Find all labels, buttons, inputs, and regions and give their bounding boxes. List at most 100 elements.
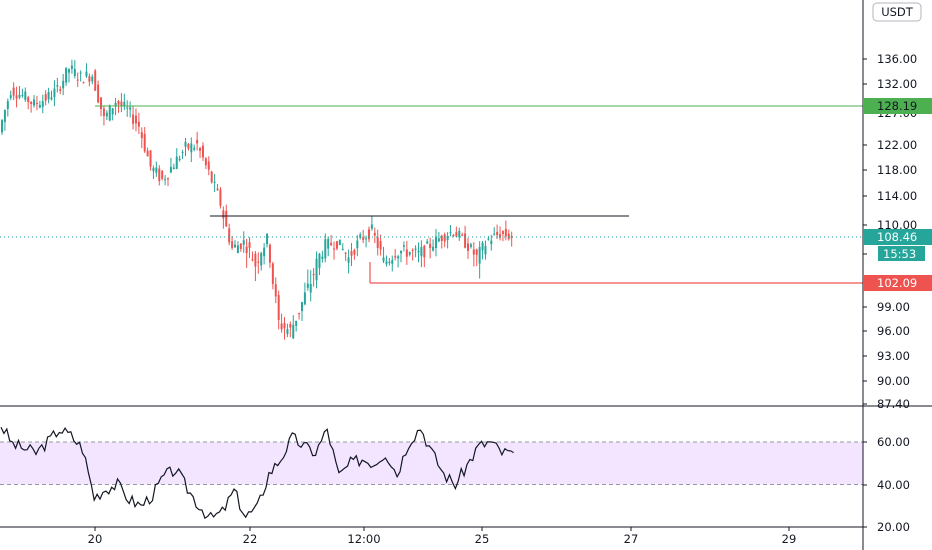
level-labels: 128.19 102.09 108.46 15:53: [863, 98, 932, 291]
candle-down: [199, 148, 202, 151]
candle-up: [105, 112, 108, 117]
candle-down: [283, 322, 286, 329]
time-tick-label: 25: [475, 532, 490, 546]
candle-down: [132, 114, 135, 124]
candle-up: [213, 181, 216, 183]
candle-up: [91, 76, 94, 82]
candle-up: [469, 244, 472, 247]
candle-down: [464, 233, 467, 248]
candle-up: [493, 233, 496, 235]
candle-down: [251, 259, 254, 261]
candle-up: [164, 179, 167, 181]
candle-down: [245, 246, 248, 254]
candle-up: [481, 242, 484, 251]
time-tick-label: 12:00: [347, 532, 380, 546]
price-tick-label: 114.00: [877, 189, 917, 203]
candle-down: [161, 170, 164, 179]
candle-down: [362, 237, 365, 240]
candle-down: [472, 249, 475, 255]
candle-up: [359, 234, 362, 238]
candle-up: [266, 233, 269, 245]
candle-down: [499, 234, 502, 238]
candle-down: [88, 76, 91, 82]
last-price-label: 108.46: [877, 230, 917, 244]
candle-down: [350, 251, 353, 256]
candle-up: [484, 245, 487, 255]
candle-up: [321, 256, 324, 259]
candle-up: [402, 245, 405, 247]
price-tick-label: 136.00: [877, 52, 917, 66]
candle-up: [487, 238, 490, 240]
candle-down: [187, 143, 190, 149]
candle-down: [254, 253, 257, 267]
candle-up: [152, 167, 155, 172]
candle-down: [225, 210, 228, 227]
candle-down: [210, 171, 213, 183]
candle-up: [385, 261, 388, 265]
candle-down: [117, 101, 120, 105]
candle-down: [216, 188, 219, 190]
price-tick-label: 93.00: [877, 349, 910, 363]
main-price-pane[interactable]: [0, 59, 863, 340]
candle-down: [120, 101, 123, 106]
price-tick-label: 99.00: [877, 300, 910, 314]
candle-up: [47, 92, 50, 100]
candle-down: [196, 139, 199, 144]
time-tick-label: 22: [243, 532, 258, 546]
price-tick-label: 132.00: [877, 77, 917, 91]
candle-up: [129, 107, 132, 110]
candle-down: [467, 243, 469, 251]
candle-up: [382, 257, 385, 262]
candle-down: [344, 252, 347, 254]
candle-up: [18, 94, 21, 98]
candle-up: [434, 236, 437, 248]
currency-label: USDT: [881, 5, 914, 19]
candle-down: [143, 133, 146, 152]
candle-down: [167, 178, 170, 180]
candle-up: [408, 252, 411, 255]
candle-down: [257, 261, 260, 263]
candle-down: [475, 249, 478, 255]
candle-up: [172, 167, 175, 169]
candle-down: [94, 70, 97, 91]
rsi-pane[interactable]: [0, 426, 863, 520]
candle-up: [341, 248, 344, 250]
candle-down: [59, 89, 62, 91]
time-axis[interactable]: 20 22 12:00 25 27 29: [88, 527, 797, 546]
currency-badge[interactable]: USDT: [872, 2, 922, 22]
candle-up: [263, 247, 266, 257]
candles: [1, 59, 513, 340]
candle-down: [146, 150, 149, 157]
candle-up: [70, 65, 73, 69]
price-tick-label: 90.00: [877, 374, 910, 388]
countdown-label: 15:53: [883, 247, 916, 261]
candle-up: [315, 258, 318, 281]
candle-down: [97, 84, 100, 103]
candle-down: [228, 228, 231, 243]
candle-down: [134, 115, 137, 124]
candle-down: [27, 97, 30, 103]
countdown-label-bg: [878, 246, 925, 261]
candle-up: [67, 69, 70, 73]
candle-up: [458, 230, 461, 238]
candle-up: [41, 101, 44, 108]
candle-down: [231, 241, 234, 248]
candle-down: [443, 234, 446, 242]
candle-up: [79, 72, 82, 74]
rsi-line: [0, 426, 514, 520]
candle-up: [236, 245, 239, 254]
candle-up: [292, 324, 295, 339]
candle-up: [85, 71, 88, 77]
time-tick-label: 20: [88, 532, 103, 546]
time-tick-label: 29: [782, 532, 797, 546]
candle-up: [446, 236, 449, 241]
candle-up: [38, 104, 41, 108]
candle-down: [102, 108, 105, 117]
rsi-axis[interactable]: 60.00 40.00 20.00: [863, 435, 910, 534]
rsi-tick-label: 20.00: [877, 520, 910, 534]
candle-up: [437, 238, 440, 242]
candle-up: [184, 141, 187, 147]
time-tick-label: 27: [624, 532, 639, 546]
candle-down: [248, 242, 251, 248]
